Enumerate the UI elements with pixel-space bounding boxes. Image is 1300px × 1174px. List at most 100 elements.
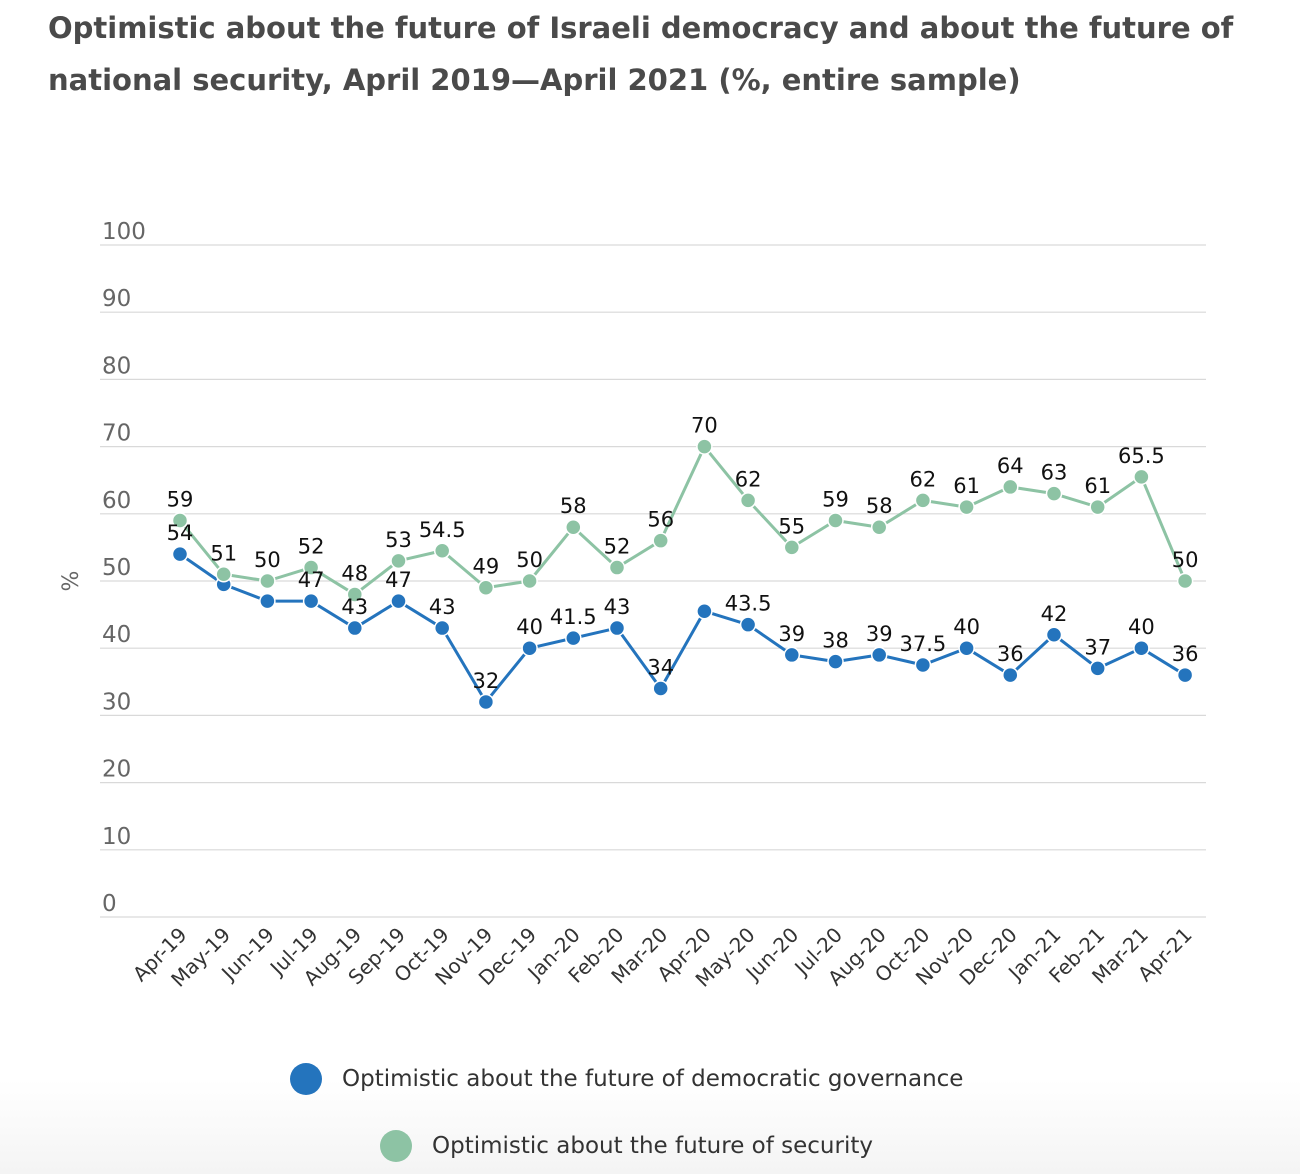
data-point-0[interactable] [1176, 666, 1194, 684]
data-label-0: 47 [385, 568, 412, 592]
data-label-0: 40 [953, 615, 980, 639]
y-tick-label: 40 [102, 622, 131, 648]
data-point-0[interactable] [259, 592, 276, 610]
data-label-0: 36 [997, 642, 1024, 666]
y-axis-label: % [59, 571, 84, 592]
data-label-1: 62 [910, 467, 937, 491]
data-point-1[interactable] [827, 512, 844, 529]
data-label-0: 40 [516, 615, 543, 639]
data-label-1: 56 [647, 508, 674, 532]
data-label-1: 52 [298, 535, 325, 559]
data-point-0[interactable] [477, 693, 495, 711]
data-label-0: 37.5 [900, 632, 947, 656]
legend-item-democratic-governance[interactable]: Optimistic about the future of democrati… [290, 1063, 963, 1095]
data-point-1[interactable] [171, 512, 189, 529]
data-point-0[interactable] [521, 639, 538, 657]
data-label-0: 43 [429, 595, 456, 619]
data-label-1: 65.5 [1118, 444, 1165, 468]
legend-label: Optimistic about the future of democrati… [342, 1066, 964, 1092]
data-point-0[interactable] [302, 592, 320, 610]
data-label-1: 61 [1084, 474, 1111, 498]
data-label-0: 39 [778, 622, 805, 646]
data-point-0[interactable] [608, 619, 626, 637]
data-point-1[interactable] [739, 492, 757, 509]
data-point-0[interactable] [696, 602, 713, 620]
data-label-1: 53 [385, 528, 412, 552]
data-point-0[interactable] [346, 619, 364, 637]
y-tick-label: 10 [102, 824, 131, 850]
legend-item-security[interactable]: Optimistic about the future of security [380, 1130, 873, 1162]
data-point-0[interactable] [1089, 660, 1106, 677]
data-point-1[interactable] [215, 566, 232, 583]
data-point-1[interactable] [696, 438, 713, 455]
data-point-0[interactable] [914, 656, 932, 674]
data-label-0: 42 [1041, 602, 1068, 626]
data-point-1[interactable] [390, 552, 407, 570]
gridlines [100, 244, 1206, 918]
data-point-1[interactable] [914, 492, 932, 509]
data-point-1[interactable] [1176, 572, 1194, 590]
data-label-0: 37 [1084, 635, 1111, 659]
data-label-0: 43 [604, 595, 631, 619]
data-point-0[interactable] [390, 592, 407, 610]
data-point-1[interactable] [783, 539, 801, 556]
data-point-1[interactable] [259, 572, 276, 590]
data-label-0: 47 [298, 568, 325, 592]
data-point-1[interactable] [565, 518, 582, 536]
data-label-1: 58 [866, 494, 893, 518]
data-label-1: 61 [953, 474, 980, 498]
legend-swatch-blue [290, 1063, 322, 1095]
data-point-0[interactable] [958, 639, 975, 657]
data-label-0: 43.5 [725, 592, 772, 616]
data-label-0: 43 [341, 595, 368, 619]
y-tick-label: 30 [102, 689, 131, 715]
data-label-0: 36 [1172, 642, 1199, 666]
data-label-1: 48 [341, 561, 368, 585]
data-label-1: 55 [778, 514, 805, 538]
data-point-1[interactable] [1133, 468, 1150, 486]
data-point-0[interactable] [1133, 639, 1150, 657]
data-label-0: 34 [647, 656, 674, 680]
y-tick-label: 80 [102, 353, 131, 379]
data-point-0[interactable] [1002, 666, 1019, 684]
data-point-0[interactable] [739, 616, 757, 633]
data-point-0[interactable] [783, 646, 801, 664]
data-point-1[interactable] [608, 559, 626, 576]
series-lines [171, 438, 1194, 711]
y-tick-label: 0 [102, 891, 117, 917]
data-label-1: 52 [604, 535, 631, 559]
data-point-0[interactable] [1045, 626, 1063, 644]
data-point-1[interactable] [1002, 478, 1019, 496]
data-point-1[interactable] [652, 532, 669, 549]
legend-label: Optimistic about the future of security [432, 1133, 873, 1159]
y-tick-label: 50 [102, 555, 131, 581]
y-tick-label: 90 [102, 286, 131, 312]
data-point-0[interactable] [827, 653, 844, 670]
y-axis-ticks: 0 10 20 30 40 50 60 70 80 90 100 [102, 219, 146, 917]
data-point-0[interactable] [870, 646, 888, 664]
data-label-1: 50 [516, 548, 543, 572]
data-label-0: 54 [167, 521, 194, 545]
data-label-1: 59 [167, 488, 194, 512]
legend-swatch-green [380, 1130, 412, 1162]
data-point-1[interactable] [958, 498, 975, 516]
data-point-0[interactable] [652, 680, 669, 697]
data-label-1: 49 [473, 555, 500, 579]
data-label-0: 32 [473, 669, 500, 693]
data-point-1[interactable] [302, 559, 320, 576]
data-point-0[interactable] [433, 619, 451, 637]
data-point-1[interactable] [433, 542, 451, 560]
data-label-0: 41.5 [550, 605, 597, 629]
data-point-1[interactable] [346, 586, 364, 603]
data-point-1[interactable] [521, 572, 538, 590]
data-point-1[interactable] [1045, 485, 1063, 502]
data-point-0[interactable] [565, 629, 582, 647]
data-point-1[interactable] [870, 518, 888, 536]
data-point-1[interactable] [477, 579, 495, 596]
x-axis-ticks: Apr-19May-19Jun-19Jul-19Aug-19Sep-19Oct-… [128, 923, 1197, 992]
data-point-1[interactable] [1089, 498, 1106, 516]
data-point-0[interactable] [171, 545, 189, 563]
y-tick-label: 70 [102, 421, 131, 447]
